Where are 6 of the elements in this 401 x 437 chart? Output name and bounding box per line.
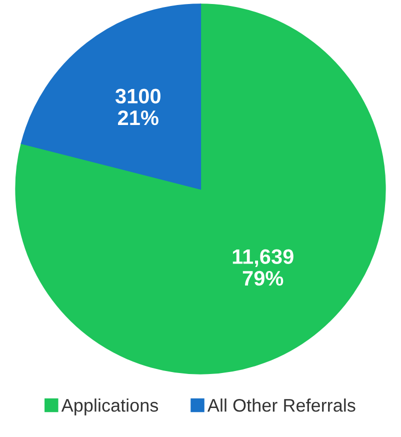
- pie-slice: [20, 4, 202, 190]
- legend-label: Applications: [61, 398, 158, 416]
- data-label: 3100 21%: [115, 88, 160, 126]
- legend-label: All Other Referrals: [207, 398, 356, 412]
- data-label: 11,639 79%: [232, 249, 294, 286]
- pie-slice: [15, 4, 386, 374]
